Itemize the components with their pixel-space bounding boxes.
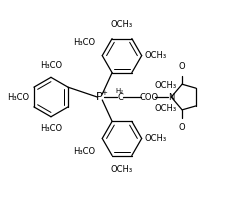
Text: OCH₃: OCH₃ bbox=[111, 165, 133, 174]
Text: H₃CO: H₃CO bbox=[73, 147, 95, 156]
Text: C: C bbox=[117, 93, 123, 102]
Text: +: + bbox=[101, 90, 107, 96]
Text: P: P bbox=[96, 92, 103, 102]
Text: H₃CO: H₃CO bbox=[40, 61, 62, 70]
Text: O: O bbox=[179, 123, 185, 132]
Text: H₃CO: H₃CO bbox=[73, 38, 95, 47]
Text: H₂: H₂ bbox=[115, 88, 123, 94]
Text: N: N bbox=[168, 93, 174, 102]
Text: COO: COO bbox=[139, 93, 158, 102]
Text: O: O bbox=[179, 62, 185, 71]
Text: OCH₃: OCH₃ bbox=[145, 51, 167, 60]
Text: OCH₃: OCH₃ bbox=[111, 20, 133, 29]
Text: OCH₃: OCH₃ bbox=[154, 81, 177, 90]
Text: H₃CO: H₃CO bbox=[40, 124, 62, 133]
Text: OCH₃: OCH₃ bbox=[145, 134, 167, 143]
Text: OCH₃: OCH₃ bbox=[154, 104, 177, 113]
Text: H₃CO: H₃CO bbox=[7, 93, 29, 102]
